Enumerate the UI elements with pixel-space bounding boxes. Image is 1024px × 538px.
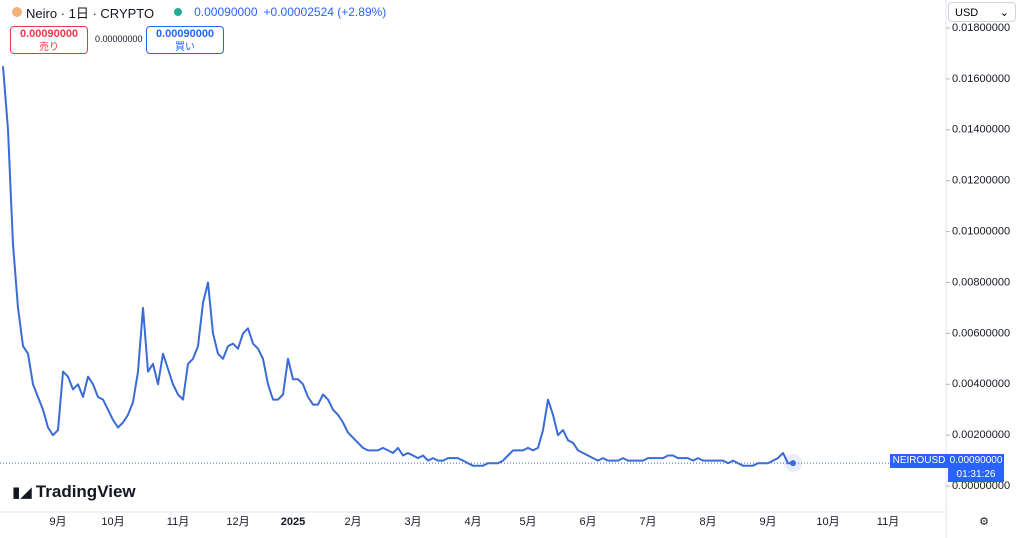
buy-button[interactable]: 0.00090000 買い (146, 26, 224, 54)
currency: USD (955, 7, 979, 19)
spread: 0.00000000 (95, 34, 143, 44)
settings-icon: ⚙ (979, 516, 989, 528)
x-tick-label: 7月 (639, 516, 656, 528)
y-tick-label: 0.00000000 (952, 480, 1010, 492)
x-tick-label: 5月 (519, 516, 536, 528)
symbol-title[interactable]: Neiro · 1日 · CRYPTO (26, 5, 155, 21)
symbol-header: Neiro · 1日 · CRYPTO 0.00090000 +0.000025… (0, 0, 386, 24)
logo[interactable]: ▮◢ TradingView (12, 482, 136, 502)
x-tick-label: 9月 (759, 516, 776, 528)
price-tag-value: 0.00090000 (949, 455, 1003, 466)
price-tag-box: 0.00090000 01:31:26 (948, 454, 1004, 482)
y-tick-label: 0.01000000 (952, 225, 1010, 237)
x-tick-label: 4月 (464, 516, 481, 528)
logo-icon: ▮◢ (12, 484, 32, 501)
x-tick-label: 11月 (167, 516, 189, 528)
last-price: 0.00090000 (194, 5, 258, 19)
buy-label: 買い (175, 42, 195, 53)
x-tick-label: 3月 (404, 516, 421, 528)
price-line-series (2, 66, 793, 467)
currency-selector[interactable]: USD ⌄ (948, 2, 1016, 22)
x-tick-label: 10月 (101, 516, 124, 528)
y-tick-label: 0.01400000 (952, 124, 1010, 136)
x-tick-label: 12月 (226, 516, 249, 528)
sell-price: 0.00090000 (19, 28, 79, 40)
y-tick-label: 0.01600000 (952, 73, 1010, 85)
price-tag-countdown: 01:31:26 (956, 469, 996, 480)
y-tick-label: 0.00400000 (952, 378, 1010, 390)
x-tick-label: 9月 (49, 516, 66, 528)
y-tick-label: 0.00800000 (952, 276, 1010, 288)
price-tag: NEIROUSD (890, 454, 948, 468)
y-tick-label: 0.00600000 (952, 327, 1010, 339)
x-tick-label: 8月 (699, 516, 716, 528)
price-change: +0.00002524 (+2.89%) (263, 5, 387, 19)
buy-price: 0.00090000 (155, 28, 215, 40)
y-tick-label: 0.01800000 (952, 22, 1010, 34)
symbol-icon (12, 7, 22, 17)
x-tick-label: 11月 (877, 516, 899, 528)
x-tick-label: 2月 (344, 516, 361, 528)
x-tick-label: 6月 (579, 516, 596, 528)
y-tick-label: 0.01200000 (952, 175, 1010, 187)
status-dot (174, 8, 183, 16)
chevron: ⌄ (999, 7, 1009, 19)
sell-label: 売り (39, 42, 59, 53)
logo-text: TradingView (35, 482, 136, 501)
x-tick-label: 2025 (281, 516, 305, 528)
last-point (790, 460, 796, 467)
x-tick-label: 10月 (816, 516, 839, 528)
sell-button[interactable]: 0.00090000 売り (10, 26, 88, 54)
y-tick-label: 0.00200000 (952, 429, 1010, 441)
